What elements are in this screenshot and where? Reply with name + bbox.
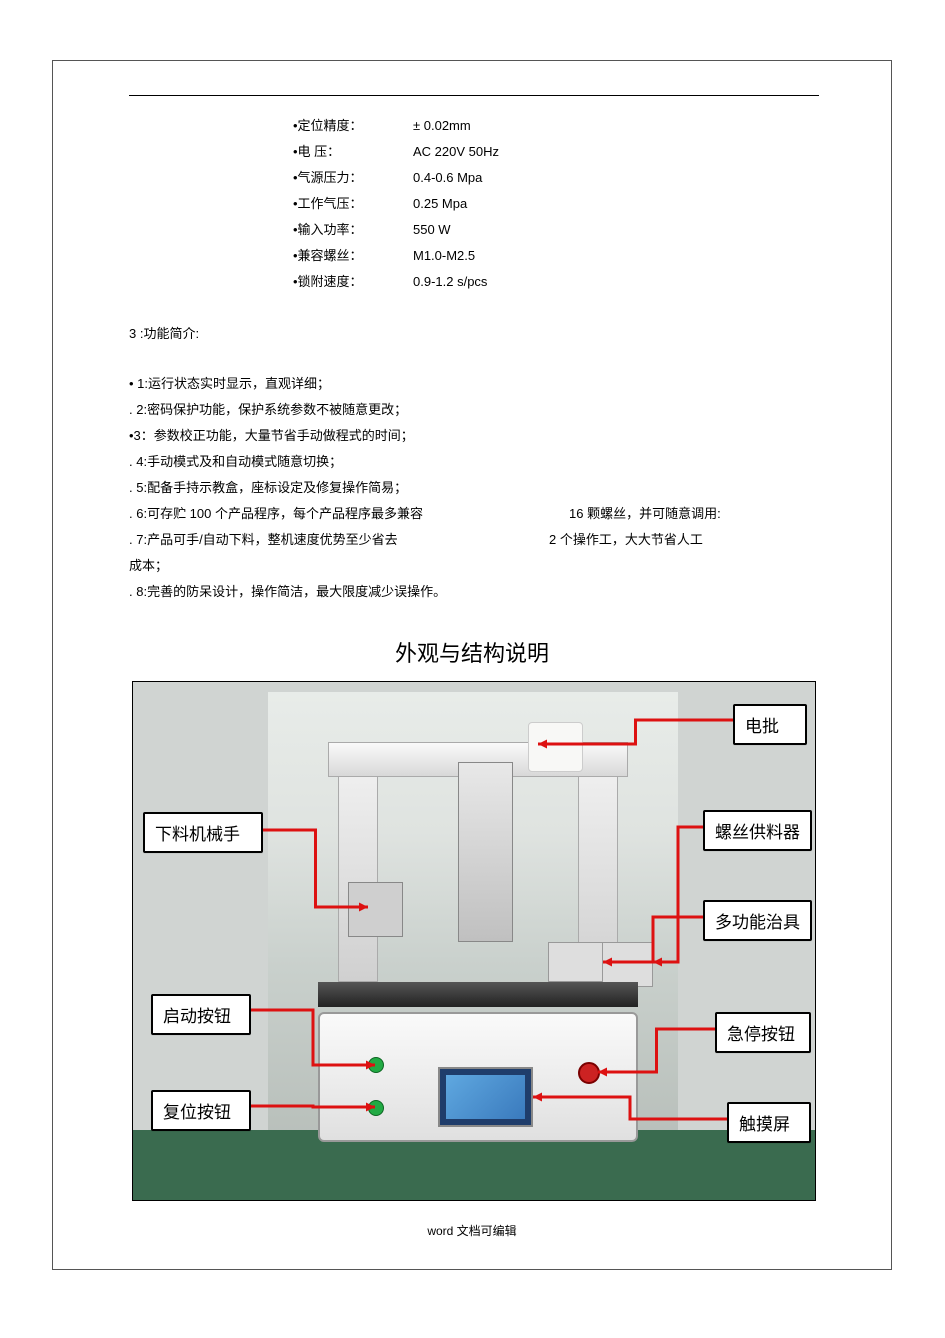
spec-value: 550 W [413,217,451,243]
multi-fixture [548,942,603,982]
feature-text: . 2:密码保护功能，保护系统参数不被随意更改； [129,397,407,423]
diagram-title: 外观与结构说明 [53,636,891,668]
z-axis-head [458,762,513,942]
feature-extra: 2 个操作工，大大节省人工 [549,527,703,553]
spec-row: •输入功率：550 W [293,217,499,243]
unload-gripper [348,882,403,937]
spec-row: •工作气压：0.25 Mpa [293,191,499,217]
spec-label: •输入功率： [293,217,413,243]
feature-row: • 1:运行状态实时显示，直观详细； [129,371,819,397]
top-rule [129,95,819,96]
callout-feeder: 螺丝供料器 [703,810,812,851]
feature-row: 成本； [129,553,819,579]
feature-row: . 2:密码保护功能，保护系统参数不被随意更改； [129,397,819,423]
spec-list: •定位精度：± 0.02mm•电 压：AC 220V 50Hz•气源压力：0.4… [293,113,499,295]
feature-row: •3：参数校正功能，大量节省手动做程式的时间； [129,423,819,449]
feature-text: . 4:手动模式及和自动模式随意切换； [129,449,342,475]
feature-row: . 5:配备手持示教盒，座标设定及修复操作简易； [129,475,819,501]
x-rail [318,982,638,1007]
spec-value: 0.9-1.2 s/pcs [413,269,487,295]
spec-value: ± 0.02mm [413,113,471,139]
spec-value: 0.4-0.6 Mpa [413,165,482,191]
feature-text: • 1:运行状态实时显示，直观详细； [129,371,330,397]
callout-driver: 电批 [733,704,807,745]
spec-label: •锁附速度： [293,269,413,295]
feature-text: . 8:完善的防呆设计，操作简洁，最大限度减少误操作。 [129,579,446,605]
driver-head-box [528,722,583,772]
spec-label: •电 压： [293,139,413,165]
feature-row: . 6:可存贮 100 个产品程序，每个产品程序最多兼容 16 颗螺丝，并可随意调… [129,501,819,527]
feature-row: . 7:产品可手/自动下料，整机速度优势至少省去 2 个操作工，大大节省人工 [129,527,819,553]
feature-text: 成本； [129,553,168,579]
footer-text: word 文档可编辑 [53,1222,891,1239]
spec-value: AC 220V 50Hz [413,139,499,165]
feature-text: . 7:产品可手/自动下料，整机速度优势至少省去 [129,527,398,553]
callout-estop: 急停按钮 [715,1012,811,1053]
spec-label: •工作气压： [293,191,413,217]
touch-screen-inner [446,1075,525,1119]
spec-row: •兼容螺丝：M1.0-M2.5 [293,243,499,269]
spec-row: •锁附速度：0.9-1.2 s/pcs [293,269,499,295]
callout-fixture: 多功能治具 [703,900,812,941]
feature-list: • 1:运行状态实时显示，直观详细；. 2:密码保护功能，保护系统参数不被随意更… [129,371,819,605]
diagram-box: 下料机械手启动按钮复位按钮 电批螺丝供料器多功能治具急停按钮触摸屏 [132,681,816,1201]
feature-text: . 6:可存贮 100 个产品程序，每个产品程序最多兼容 [129,501,423,527]
feature-extra: 16 颗螺丝，并可随意调用: [569,501,721,527]
spec-label: •兼容螺丝： [293,243,413,269]
spec-label: •定位精度： [293,113,413,139]
spec-value: M1.0-M2.5 [413,243,475,269]
spec-row: •气源压力：0.4-0.6 Mpa [293,165,499,191]
emergency-stop-knob [578,1062,600,1084]
callout-start: 启动按钮 [151,994,251,1035]
touch-screen [438,1067,533,1127]
start-knob [368,1057,384,1073]
callout-gripper: 下料机械手 [143,812,263,853]
spec-row: •电 压：AC 220V 50Hz [293,139,499,165]
section3-title: 3 :功能简介: [129,323,199,342]
callout-touch: 触摸屏 [727,1102,811,1143]
feature-row: . 4:手动模式及和自动模式随意切换； [129,449,819,475]
feature-text: . 5:配备手持示教盒，座标设定及修复操作简易； [129,475,407,501]
feature-text: •3：参数校正功能，大量节省手动做程式的时间； [129,423,414,449]
spec-value: 0.25 Mpa [413,191,467,217]
spec-row: •定位精度：± 0.02mm [293,113,499,139]
reset-knob [368,1100,384,1116]
page-frame: •定位精度：± 0.02mm•电 压：AC 220V 50Hz•气源压力：0.4… [52,60,892,1270]
spec-label: •气源压力： [293,165,413,191]
feature-row: . 8:完善的防呆设计，操作简洁，最大限度减少误操作。 [129,579,819,605]
gantry-column-left [338,752,378,982]
callout-reset: 复位按钮 [151,1090,251,1131]
